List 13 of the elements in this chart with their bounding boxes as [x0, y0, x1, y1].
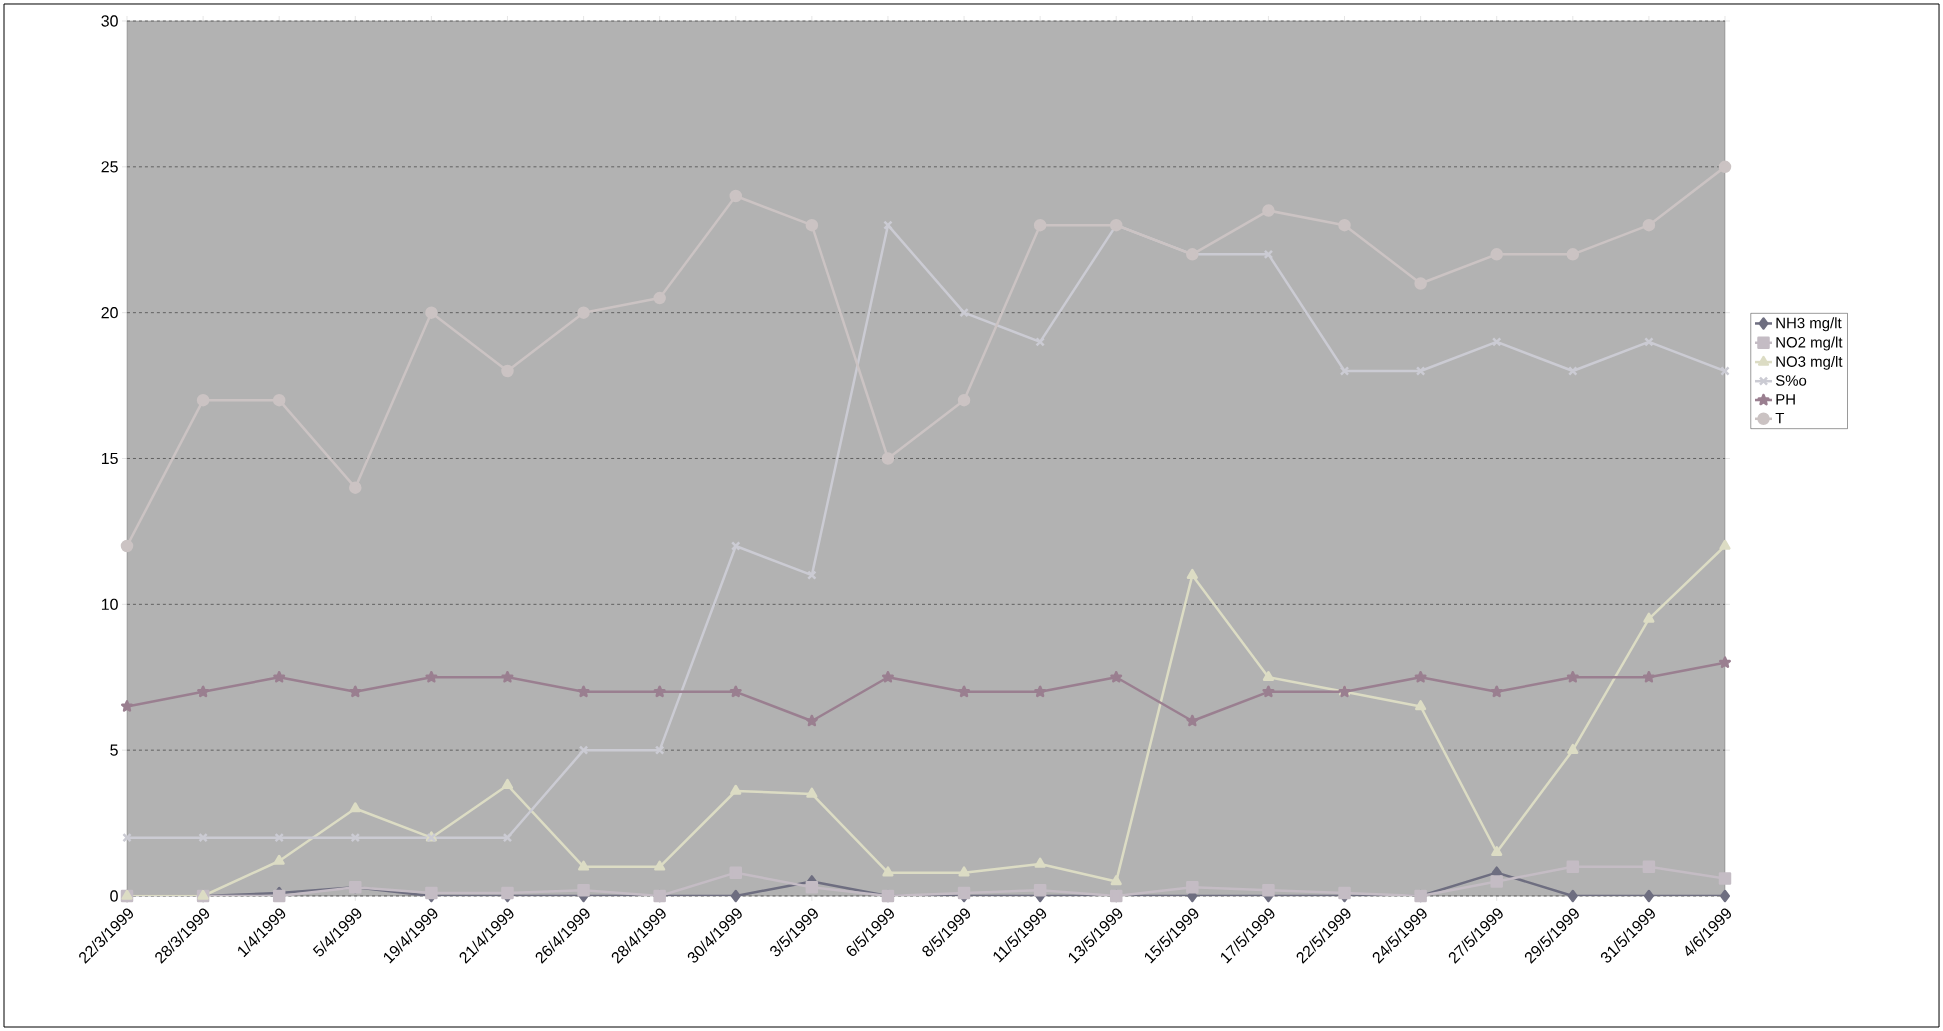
y-tick-label: 30 — [101, 15, 118, 27]
y-tick-label: 5 — [110, 744, 118, 756]
legend-label: PH — [1776, 394, 1795, 405]
y-tick-label: 25 — [101, 161, 118, 173]
y-tick-label: 10 — [101, 598, 118, 610]
legend-label: T — [1775, 412, 1785, 424]
y-tick-label: 20 — [101, 307, 118, 319]
legend-label: NO2 mg/lt — [1776, 336, 1843, 351]
y-tick-label: 0 — [110, 890, 118, 902]
legend-label: S%o — [1775, 375, 1807, 386]
y-tick-label: 15 — [101, 452, 118, 465]
legend-label: NO3 mg/lt — [1776, 355, 1843, 370]
legend-label: NH3 mg/lt — [1776, 317, 1842, 332]
